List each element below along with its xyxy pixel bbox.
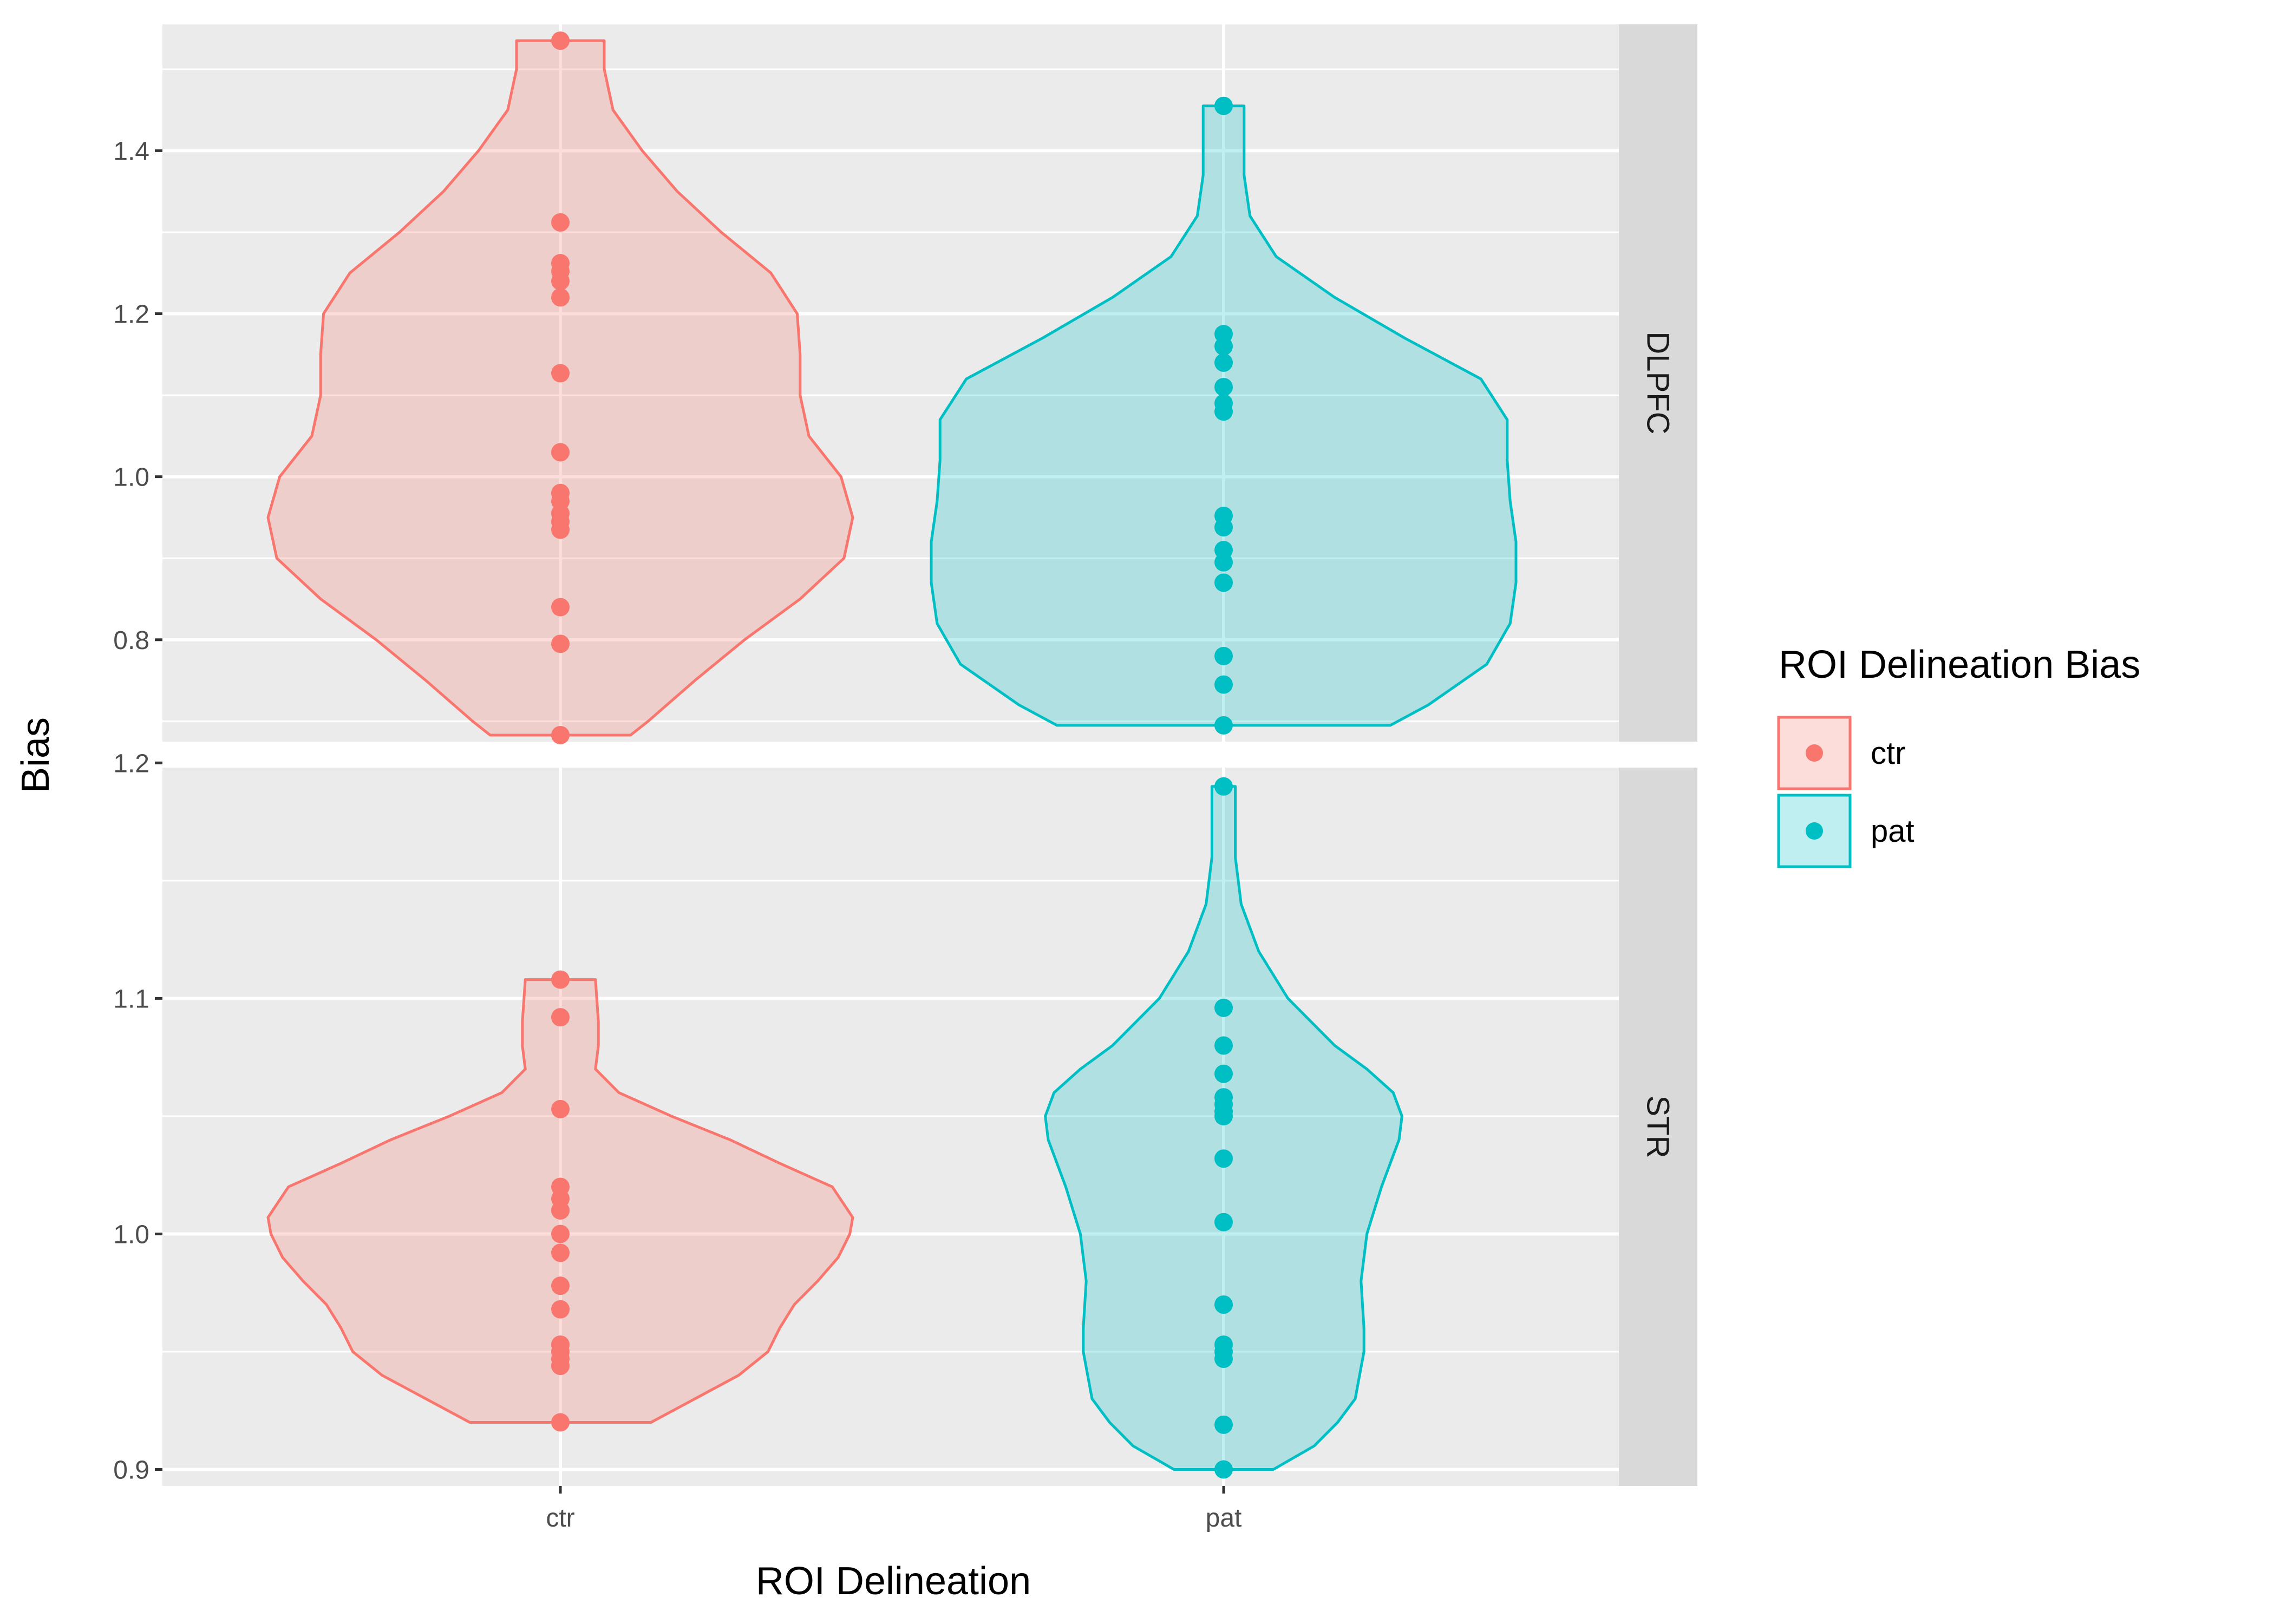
y-tick-label: 0.8 — [113, 626, 149, 655]
y-tick-label: 1.2 — [113, 300, 149, 329]
data-point-pat — [1214, 1213, 1233, 1232]
y-tick-label: 1.0 — [113, 463, 149, 492]
x-tick-label: ctr — [546, 1504, 574, 1533]
data-point-ctr — [551, 213, 570, 232]
data-point-pat — [1214, 646, 1233, 665]
data-point-pat — [1214, 1460, 1233, 1479]
data-point-ctr — [551, 634, 570, 653]
y-tick-label: 1.2 — [113, 749, 149, 778]
facet-panel-dlpfc: 0.8 1.0 1.2 1.4 DLPFC — [113, 24, 1697, 744]
data-point-ctr — [551, 1201, 570, 1220]
data-point-pat — [1214, 553, 1233, 572]
legend-title: ROI Delineation Bias — [1779, 643, 2140, 686]
data-point-pat — [1214, 1064, 1233, 1083]
y-tick-label: 1.0 — [113, 1220, 149, 1249]
data-point-ctr — [551, 1300, 570, 1319]
facet-strip — [1619, 768, 1697, 1486]
data-point-pat — [1214, 1036, 1233, 1055]
data-point-ctr — [551, 520, 570, 539]
data-point-pat — [1214, 998, 1233, 1017]
panel-background — [162, 768, 1619, 1486]
data-point-ctr — [551, 364, 570, 383]
legend: ROI Delineation Bias ctr pat — [1777, 643, 2140, 868]
data-point-ctr — [551, 1276, 570, 1295]
data-point-ctr — [551, 1243, 570, 1262]
data-point-pat — [1214, 1350, 1233, 1368]
x-axis-title: ROI Delineation — [756, 1560, 1031, 1603]
data-point-pat — [1214, 675, 1233, 694]
data-point-pat — [1214, 518, 1233, 537]
legend-point-ctr — [1806, 744, 1823, 762]
data-point-pat — [1214, 337, 1233, 356]
legend-point-pat — [1806, 822, 1823, 840]
facet-strip-label: STR — [1641, 1096, 1676, 1158]
data-point-pat — [1214, 573, 1233, 592]
legend-label-ctr: ctr — [1871, 736, 1905, 771]
data-point-pat — [1214, 716, 1233, 735]
data-point-ctr — [551, 598, 570, 617]
data-point-ctr — [551, 443, 570, 462]
x-tick-label: pat — [1206, 1504, 1242, 1533]
data-point-ctr — [551, 288, 570, 307]
violin-ctr — [266, 39, 854, 737]
data-point-ctr — [551, 1413, 570, 1432]
data-point-pat — [1214, 378, 1233, 397]
data-point-pat — [1214, 1106, 1233, 1125]
facet-panel-str: 0.9 1.0 1.1 1.2 STR — [113, 749, 1697, 1486]
facet-panels: 0.8 1.0 1.2 1.4 DLPFC 0.9 1.0 1.1 1.2 STR — [113, 24, 1697, 1486]
data-point-ctr — [551, 31, 570, 50]
data-point-ctr — [551, 1008, 570, 1027]
data-point-pat — [1214, 402, 1233, 421]
data-point-pat — [1214, 96, 1233, 115]
data-point-pat — [1214, 1295, 1233, 1314]
legend-label-pat: pat — [1871, 814, 1914, 849]
y-axis-title: Bias — [14, 717, 57, 793]
data-point-ctr — [551, 970, 570, 989]
data-point-ctr — [551, 1099, 570, 1118]
data-point-ctr — [551, 1224, 570, 1243]
data-point-pat — [1214, 777, 1233, 796]
facet-strip — [1619, 24, 1697, 742]
data-point-pat — [1214, 353, 1233, 372]
data-point-pat — [1214, 1415, 1233, 1434]
violin-pat — [1044, 785, 1403, 1471]
data-point-ctr — [551, 272, 570, 291]
data-point-ctr — [551, 1357, 570, 1376]
y-tick-label: 1.1 — [113, 985, 149, 1013]
data-point-pat — [1214, 1149, 1233, 1168]
y-tick-label: 1.4 — [113, 137, 149, 166]
data-point-ctr — [551, 725, 570, 744]
panel-background — [162, 24, 1619, 742]
y-tick-label: 0.9 — [113, 1456, 149, 1485]
facet-strip-label: DLPFC — [1641, 331, 1676, 434]
x-axis: ctr pat — [546, 1486, 1241, 1533]
